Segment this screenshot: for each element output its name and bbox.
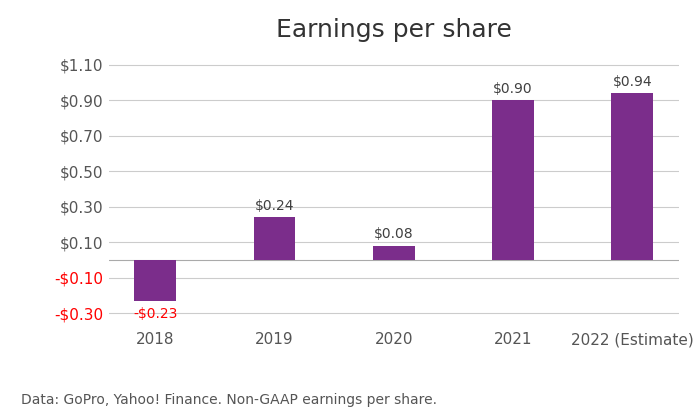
Title: Earnings per share: Earnings per share — [276, 18, 512, 42]
Text: $0.90: $0.90 — [494, 82, 533, 96]
Text: -$0.23: -$0.23 — [133, 307, 178, 321]
Bar — [611, 93, 653, 260]
Text: Data: GoPro, Yahoo! Finance. Non-GAAP earnings per share.: Data: GoPro, Yahoo! Finance. Non-GAAP ea… — [21, 394, 437, 407]
Text: $0.24: $0.24 — [255, 199, 294, 213]
Bar — [253, 218, 295, 260]
Bar — [373, 246, 414, 260]
Bar — [492, 100, 534, 260]
Bar — [134, 260, 176, 301]
Text: $0.08: $0.08 — [374, 227, 414, 242]
Text: $0.94: $0.94 — [612, 75, 652, 89]
